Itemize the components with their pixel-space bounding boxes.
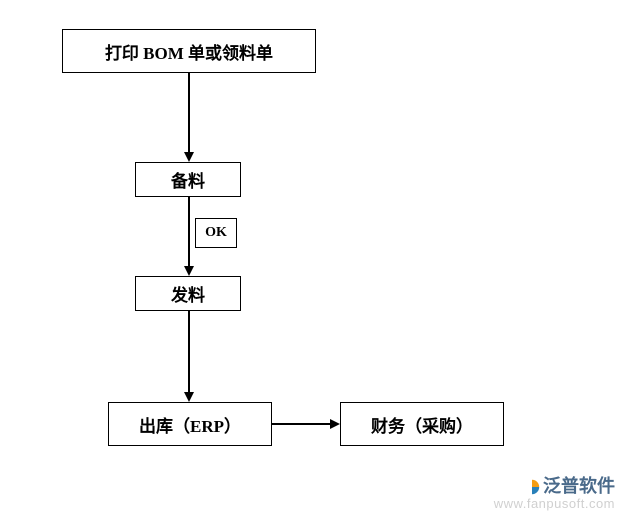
- edge-line: [188, 73, 190, 152]
- watermark-brand-text: 泛普软件: [543, 477, 615, 497]
- node-label: 备料: [171, 167, 205, 192]
- edge-arrowhead: [184, 392, 194, 402]
- edge-line: [272, 423, 330, 425]
- watermark: 泛普软件 www.fanpusoft.com: [494, 477, 615, 511]
- watermark-url: www.fanpusoft.com: [494, 497, 615, 511]
- node-label: 出库（ERP）: [139, 412, 241, 437]
- node-label: 财务（采购）: [371, 412, 473, 437]
- logo-icon: [523, 478, 541, 496]
- node-print-bom: 打印 BOM 单或领料单: [62, 29, 316, 73]
- edge-arrowhead: [184, 266, 194, 276]
- edge-line: [188, 197, 190, 266]
- node-label: 打印 BOM 单或领料单: [105, 39, 273, 64]
- edge-arrowhead: [330, 419, 340, 429]
- node-prepare: 备料: [135, 162, 241, 197]
- node-finance: 财务（采购）: [340, 402, 504, 446]
- node-label: OK: [205, 225, 227, 241]
- node-issue: 发料: [135, 276, 241, 311]
- node-label: 发料: [171, 281, 205, 306]
- watermark-brand: 泛普软件: [494, 477, 615, 497]
- edge-line: [188, 311, 190, 392]
- node-outbound-erp: 出库（ERP）: [108, 402, 272, 446]
- node-ok: OK: [195, 218, 237, 248]
- edge-arrowhead: [184, 152, 194, 162]
